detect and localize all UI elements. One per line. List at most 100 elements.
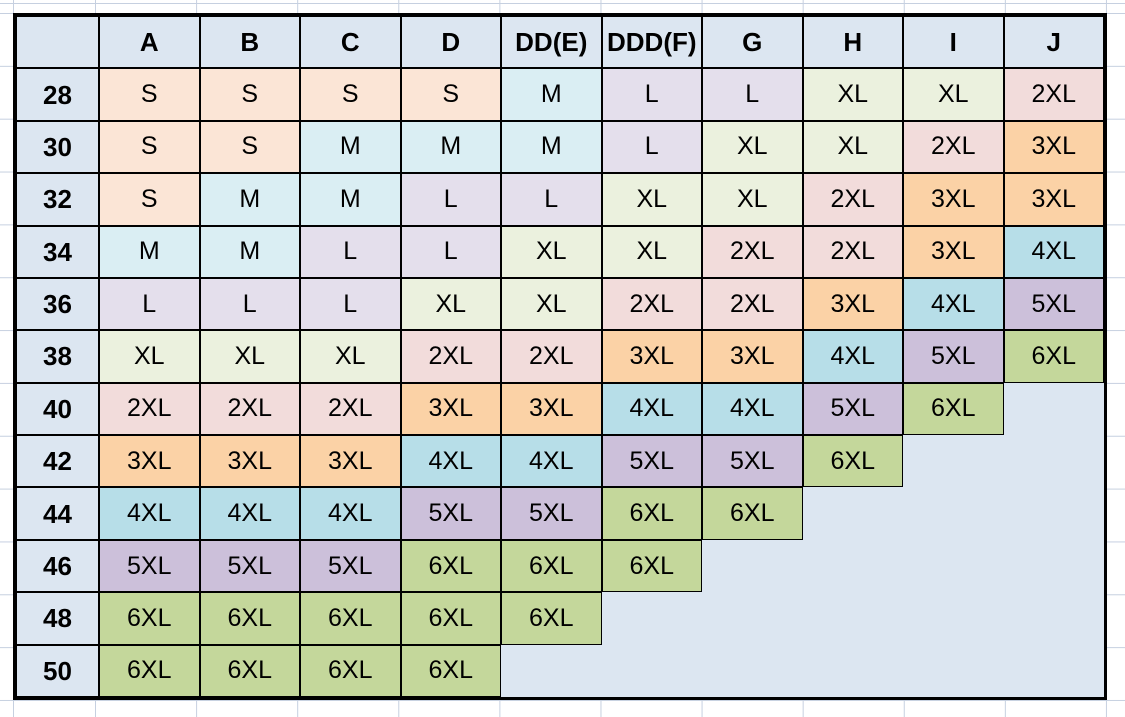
size-cell: 3XL xyxy=(601,330,702,383)
size-cell: L xyxy=(300,225,401,278)
size-cell: 5XL xyxy=(400,487,501,540)
size-cell: 2XL xyxy=(601,277,702,331)
size-cell: 2XL xyxy=(702,225,803,278)
size-cell: 3XL xyxy=(300,435,401,488)
size-cell: 4XL xyxy=(300,487,401,540)
empty-cell xyxy=(1003,644,1104,697)
row-header: 36 xyxy=(16,277,99,331)
size-cell: 4XL xyxy=(903,277,1004,331)
size-cell: 6XL xyxy=(1003,330,1104,383)
size-cell: 4XL xyxy=(199,487,300,540)
size-cell: M xyxy=(501,120,602,174)
size-cell: 3XL xyxy=(903,225,1004,278)
size-cell: 3XL xyxy=(501,382,602,436)
size-cell: M xyxy=(501,68,602,121)
size-cell: 6XL xyxy=(702,487,803,540)
size-cell: XL xyxy=(300,330,401,383)
size-cell: 2XL xyxy=(199,382,300,436)
column-header: D xyxy=(400,16,501,69)
row-header: 48 xyxy=(16,592,99,645)
size-cell: M xyxy=(99,225,200,278)
row-header: 30 xyxy=(16,120,99,174)
size-cell: L xyxy=(99,277,200,331)
column-header: G xyxy=(702,16,803,69)
size-cell: XL xyxy=(601,225,702,278)
size-cell: 5XL xyxy=(199,539,300,593)
size-cell: 4XL xyxy=(1003,225,1104,278)
size-cell: S xyxy=(300,68,401,121)
size-cell: 6XL xyxy=(601,487,702,540)
size-cell: S xyxy=(99,173,200,226)
empty-cell xyxy=(601,644,702,697)
size-cell: 2XL xyxy=(802,173,903,226)
size-chart-table: A B C D DD(E) DDD(F) G H I J 28 S S S S M L L XL XL 2XL 30 S S M… xyxy=(13,13,1107,700)
size-cell: 4XL xyxy=(802,330,903,383)
size-cell: S xyxy=(199,68,300,121)
empty-cell xyxy=(1003,382,1104,436)
empty-cell xyxy=(1003,435,1104,488)
size-cell: 2XL xyxy=(300,382,401,436)
row-header: 32 xyxy=(16,173,99,226)
size-cell: S xyxy=(99,120,200,174)
size-cell: 3XL xyxy=(702,330,803,383)
size-cell: XL xyxy=(501,277,602,331)
size-cell: 5XL xyxy=(702,435,803,488)
empty-cell xyxy=(702,592,803,645)
size-cell: M xyxy=(300,120,401,174)
column-header: B xyxy=(199,16,300,69)
size-cell: 3XL xyxy=(400,382,501,436)
empty-cell xyxy=(601,592,702,645)
size-cell: 3XL xyxy=(802,277,903,331)
size-cell: L xyxy=(400,173,501,226)
size-cell: 5XL xyxy=(601,435,702,488)
size-cell: L xyxy=(601,68,702,121)
size-cell: 6XL xyxy=(400,592,501,645)
size-cell: 4XL xyxy=(501,435,602,488)
row-header: 46 xyxy=(16,539,99,593)
size-cell: 6XL xyxy=(300,592,401,645)
empty-cell xyxy=(802,592,903,645)
row-header: 50 xyxy=(16,644,99,697)
row-header: 42 xyxy=(16,435,99,488)
size-cell: 6XL xyxy=(199,644,300,697)
empty-cell xyxy=(501,644,602,697)
size-cell: 4XL xyxy=(601,382,702,436)
size-cell: XL xyxy=(802,68,903,121)
size-cell: 4XL xyxy=(702,382,803,436)
size-cell: XL xyxy=(99,330,200,383)
size-cell: 2XL xyxy=(702,277,803,331)
row-header: 40 xyxy=(16,382,99,436)
size-cell: 6XL xyxy=(400,539,501,593)
empty-cell xyxy=(1003,487,1104,540)
size-cell: 6XL xyxy=(601,539,702,593)
empty-cell xyxy=(802,644,903,697)
row-header: 28 xyxy=(16,68,99,121)
size-cell: L xyxy=(199,277,300,331)
size-cell: 6XL xyxy=(99,592,200,645)
size-cell: 3XL xyxy=(903,173,1004,226)
size-cell: 4XL xyxy=(99,487,200,540)
column-header: H xyxy=(802,16,903,69)
size-cell: 3XL xyxy=(1003,120,1104,174)
row-header: 34 xyxy=(16,225,99,278)
size-cell: 5XL xyxy=(300,539,401,593)
size-cell: M xyxy=(300,173,401,226)
size-cell: 2XL xyxy=(501,330,602,383)
empty-cell xyxy=(1003,539,1104,593)
size-cell: 5XL xyxy=(802,382,903,436)
empty-cell xyxy=(1003,592,1104,645)
size-cell: 3XL xyxy=(199,435,300,488)
column-header: I xyxy=(903,16,1004,69)
column-header: A xyxy=(99,16,200,69)
empty-cell xyxy=(903,539,1004,593)
empty-cell xyxy=(702,539,803,593)
size-cell: 6XL xyxy=(903,382,1004,436)
column-header: J xyxy=(1003,16,1104,69)
size-cell: M xyxy=(400,120,501,174)
row-header: 44 xyxy=(16,487,99,540)
size-cell: S xyxy=(99,68,200,121)
size-cell: XL xyxy=(601,173,702,226)
size-cell: XL xyxy=(400,277,501,331)
size-cell: 6XL xyxy=(802,435,903,488)
